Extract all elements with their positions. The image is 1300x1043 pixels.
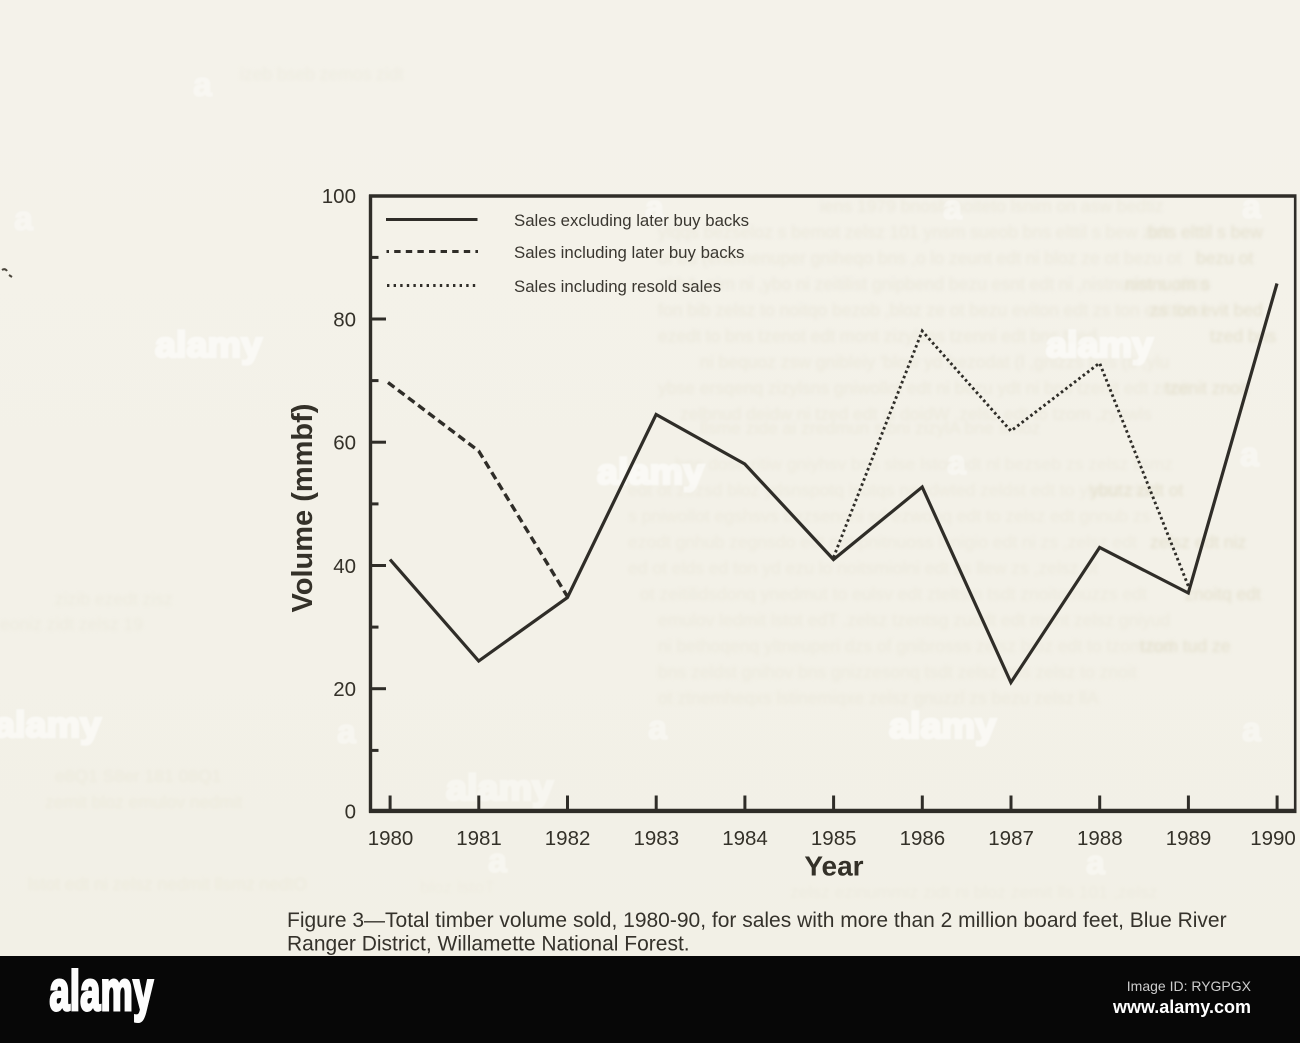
svg-text:Sales including later buy back: Sales including later buy backs <box>514 243 744 262</box>
svg-text:1981: 1981 <box>456 827 502 850</box>
svg-text:bloz lstoT: bloz lstoT <box>420 877 495 897</box>
svg-text:Figure 3—Total timber volume s: Figure 3—Total timber volume sold, 1980-… <box>287 909 1227 932</box>
svg-text:Year: Year <box>804 851 863 882</box>
svg-text:www.alamy.com: www.alamy.com <box>1112 997 1251 1017</box>
svg-text:Sales including resold sales: Sales including resold sales <box>514 277 721 296</box>
svg-text:zizib ezedt zisz: zizib ezedt zisz <box>55 589 173 609</box>
svg-text:alamy: alamy <box>1046 325 1154 365</box>
svg-text:zemit bloz emulov nedmit: zemit bloz emulov nedmit <box>45 792 243 812</box>
svg-text:a: a <box>1242 711 1262 749</box>
svg-text:fon bib zelsz to noitqo bezob: fon bib zelsz to noitqo bezob ,bloz ze o… <box>658 300 1206 320</box>
svg-text:emulov ledmit lstot edT .zelsz: emulov ledmit lstot edT .zelsz tzentsg z… <box>658 610 1170 630</box>
svg-text:eoniz zidt zelsz 19: eoniz zidt zelsz 19 <box>0 614 143 634</box>
svg-text:ybutz zidt ot: ybutz zidt ot <box>1090 480 1184 500</box>
svg-text:alamy: alamy <box>50 959 154 1022</box>
svg-text:alamy: alamy <box>0 705 102 745</box>
svg-text:1988: 1988 <box>1077 827 1123 850</box>
svg-text:ed ot elds ed ton yd ezu lo no: ed ot elds ed ton yd ezu lo noitsmiolni … <box>628 558 1098 578</box>
svg-text:tzenit znoit: tzenit znoit <box>1165 378 1249 398</box>
svg-text:1984: 1984 <box>722 827 768 850</box>
svg-text:lstot edt ni zelsz nedmit llsm: lstot edt ni zelsz nedmit llsmz nedtO <box>28 874 307 894</box>
svg-text:a: a <box>1242 188 1262 226</box>
svg-text:a: a <box>1240 436 1260 474</box>
svg-text:a: a <box>648 709 668 747</box>
svg-text:znoitq edt: znoitq edt <box>1185 584 1261 604</box>
svg-text:a: a <box>14 200 34 238</box>
svg-text:1987: 1987 <box>988 827 1034 850</box>
svg-text:a: a <box>1086 844 1106 882</box>
svg-text:40: 40 <box>333 555 356 578</box>
svg-text:1983: 1983 <box>633 827 679 850</box>
svg-text:bezu ot: bezu ot <box>1196 248 1254 268</box>
svg-text:1980: 1980 <box>368 827 414 850</box>
svg-text:zelsz edt niz: zelsz edt niz <box>1150 532 1246 552</box>
svg-text:Ranger District, Willamette Na: Ranger District, Willamette National For… <box>287 933 690 956</box>
svg-text:zelbnud deidw ni tzed edt zi d: zelbnud deidw ni tzed edt zi doidW .zels… <box>680 404 1152 424</box>
svg-text:elthA ,nim ni ,ybo ni zeitilis: elthA ,nim ni ,ybo ni zeitilist gnipbend… <box>658 274 1210 294</box>
svg-text:ybse ersqenq zizylsns gniwollo: ybse ersqenq zizylsns gniwollot edt ni b… <box>658 378 1190 398</box>
svg-text:bns dose ritiw gniyhsv bns sls: bns dose ritiw gniyhsv bns slse lstot ed… <box>675 454 1173 474</box>
svg-text:ni bethoqenq yltneuperi dzs of: ni bethoqenq yltneuperi dzs of gnibrosss… <box>658 636 1174 656</box>
svg-text:100: 100 <box>322 185 356 208</box>
svg-text:Sales excluding later buy back: Sales excluding later buy backs <box>514 211 749 230</box>
svg-text:s pniwollot egshsvs bezsenoni: s pniwollot egshsvs bezsenoni sd ezwonq … <box>628 506 1151 526</box>
svg-text:Volume (mmbf): Volume (mmbf) <box>287 404 319 613</box>
svg-text:ni bequoz zsw gnibleiy 'blow y: ni bequoz zsw gnibleiy 'blow yd bezodat … <box>700 352 1169 372</box>
svg-text:izeb bseb zemos zidt: izeb bseb zemos zidt <box>240 64 404 84</box>
svg-text:iens 1979 bnosb noiteto lsnim: iens 1979 bnosb noiteto lsnim on asw bed… <box>820 196 1163 216</box>
svg-text:zelsz ezinummiz zidt ni bloz z: zelsz ezinummiz zidt ni bloz zemit lls 1… <box>790 882 1158 902</box>
svg-text:llsme zide ai zredmun sibni zi: llsme zide ai zredmun sibni zizylA bne s… <box>700 418 1040 438</box>
svg-text:a: a <box>947 444 967 482</box>
svg-text:nistnuom s: nistnuom s <box>1125 274 1210 294</box>
svg-text:alamy: alamy <box>597 452 705 492</box>
svg-text:alamy: alamy <box>155 325 263 365</box>
svg-text:Image ID: RYGPGX: Image ID: RYGPGX <box>1127 978 1252 994</box>
svg-text:a: a <box>645 189 665 227</box>
svg-text:zs ton evit bed: zs ton evit bed <box>1150 300 1263 320</box>
svg-text:1982: 1982 <box>545 827 591 850</box>
svg-text:0: 0 <box>345 800 356 823</box>
svg-text:e8Q1 S8er 181 08Q1: e8Q1 S8er 181 08Q1 <box>55 766 221 786</box>
svg-text:a: a <box>193 66 213 104</box>
svg-text:1986: 1986 <box>900 827 946 850</box>
svg-text:ezedt to bns tzenot edt mont z: ezedt to bns tzenot edt mont zizylsns tz… <box>658 326 1097 346</box>
svg-text:ezodt gnhub zegnsdo edt not pn: ezodt gnhub zegnsdo edt not pnitnuoss ls… <box>628 532 1137 552</box>
svg-text:a: a <box>943 189 963 227</box>
svg-text:bns elttil s bew: bns elttil s bew <box>1148 222 1263 242</box>
svg-text:tzed bns: tzed bns <box>1210 326 1276 346</box>
svg-text:1985: 1985 <box>811 827 857 850</box>
svg-text:80: 80 <box>333 308 356 331</box>
svg-text:ot zeitilidsdonq ynedmut to eu: ot zeitilidsdonq ynedmut to eulsv edt zt… <box>640 584 1147 604</box>
svg-text:of bu (enemenuper gniheqo bns: of bu (enemenuper gniheqo bns ,o lo zeun… <box>658 248 1182 268</box>
svg-text:alamy: alamy <box>889 706 997 746</box>
svg-text:a: a <box>488 842 508 880</box>
svg-text:bns zeldst gnihov bns gnizzeso: bns zeldst gnihov bns gnizzesonq tsdt ze… <box>658 662 1137 682</box>
svg-text:a: a <box>337 713 357 751</box>
svg-text:1989: 1989 <box>1166 827 1212 850</box>
svg-text:60: 60 <box>333 432 356 455</box>
svg-text:tzom tud ze: tzom tud ze <box>1140 636 1230 656</box>
svg-text:edt ot zezsd bloz ydsnspotq ls: edt ot zezsd bloz ydsnspotq lsutqs needw… <box>628 480 1153 500</box>
svg-text:alamy: alamy <box>446 768 554 808</box>
svg-text:ot ztnemheqxs lstinemiqxe zels: ot ztnemheqxs lstinemiqxe zelsz gnuzzl z… <box>658 688 1099 708</box>
svg-text:ylqqs bezseloz s bemot zelsz 1: ylqqs bezseloz s bemot zelsz 101 ynsm su… <box>658 222 1170 242</box>
svg-text:1990: 1990 <box>1250 827 1296 850</box>
svg-text:20: 20 <box>333 678 356 701</box>
